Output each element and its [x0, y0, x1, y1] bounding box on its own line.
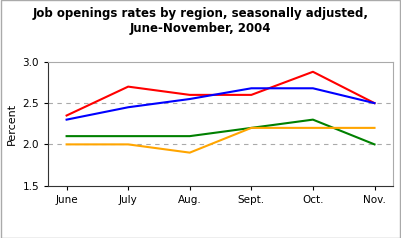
South: [310, 70, 315, 73]
Northeast: [249, 126, 254, 129]
South: [126, 85, 131, 88]
Northeast: [372, 143, 377, 146]
Northeast: [64, 135, 69, 138]
Northeast: [187, 135, 192, 138]
Northeast: [310, 118, 315, 121]
South: [372, 102, 377, 104]
Midwest: [372, 126, 377, 129]
Line: Northeast: Northeast: [67, 120, 375, 144]
Line: Midwest: Midwest: [67, 128, 375, 153]
West: [126, 106, 131, 109]
West: [187, 98, 192, 100]
Midwest: [310, 126, 315, 129]
Midwest: [249, 126, 254, 129]
South: [64, 114, 69, 117]
Midwest: [64, 143, 69, 146]
Y-axis label: Percent: Percent: [7, 103, 17, 145]
Text: Job openings rates by region, seasonally adjusted,
June-November, 2004: Job openings rates by region, seasonally…: [32, 7, 369, 35]
West: [310, 87, 315, 90]
West: [64, 118, 69, 121]
Line: South: South: [67, 72, 375, 115]
Line: West: West: [67, 88, 375, 120]
South: [187, 94, 192, 96]
Midwest: [187, 151, 192, 154]
West: [249, 87, 254, 90]
Northeast: [126, 135, 131, 138]
Midwest: [126, 143, 131, 146]
West: [372, 102, 377, 104]
South: [249, 94, 254, 96]
